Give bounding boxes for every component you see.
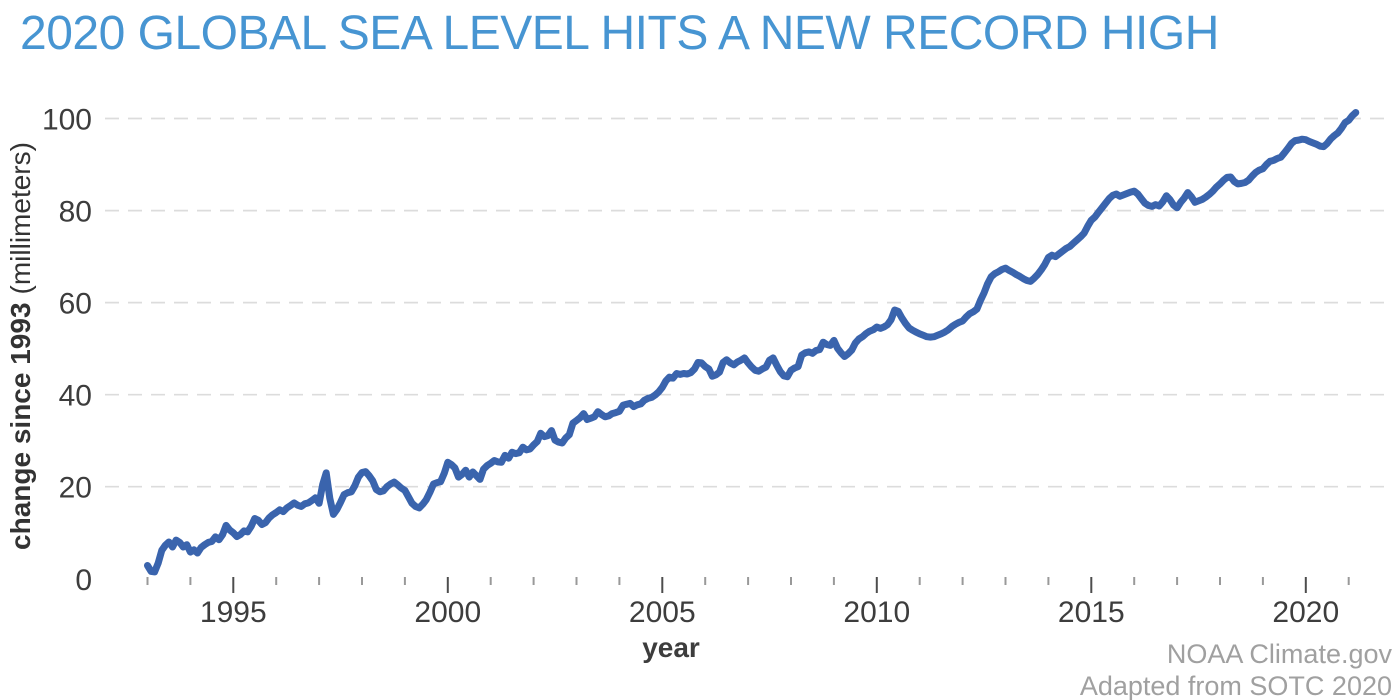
x-tick-label-1995: 1995 — [200, 596, 267, 629]
y-tick-label-80: 80 — [59, 196, 92, 229]
y-tick-label-40: 40 — [59, 380, 92, 413]
y-axis-label-units: (millimeters) — [5, 142, 36, 294]
plot-area: 0 20 40 60 80 100 1995 2000 2005 2010 2015 2020 — [42, 104, 1390, 629]
x-tick-label-2020: 2020 — [1272, 596, 1339, 629]
x-axis-label: year — [642, 632, 700, 663]
chart-title: 2020 GLOBAL SEA LEVEL HITS A NEW RECORD … — [20, 7, 1219, 60]
y-tick-label-60: 60 — [59, 288, 92, 321]
attribution-source: NOAA Climate.gov — [1166, 639, 1392, 669]
attribution: NOAA Climate.gov Adapted from SOTC 2020 — [1080, 638, 1392, 700]
x-tick-label-2000: 2000 — [414, 596, 481, 629]
x-tick-label-2015: 2015 — [1058, 596, 1125, 629]
y-axis-label: change since 1993 (millimeters) — [5, 142, 36, 550]
x-tick-label-2005: 2005 — [629, 596, 696, 629]
y-axis-label-bold: change since 1993 — [5, 302, 36, 549]
attribution-adapted-from: Adapted from SOTC 2020 — [1079, 671, 1392, 700]
y-tick-label-100: 100 — [42, 104, 92, 137]
y-tick-label-20: 20 — [59, 472, 92, 505]
y-tick-label-0: 0 — [75, 564, 92, 597]
sea-level-line — [144, 109, 1360, 576]
x-tick-label-2010: 2010 — [843, 596, 910, 629]
